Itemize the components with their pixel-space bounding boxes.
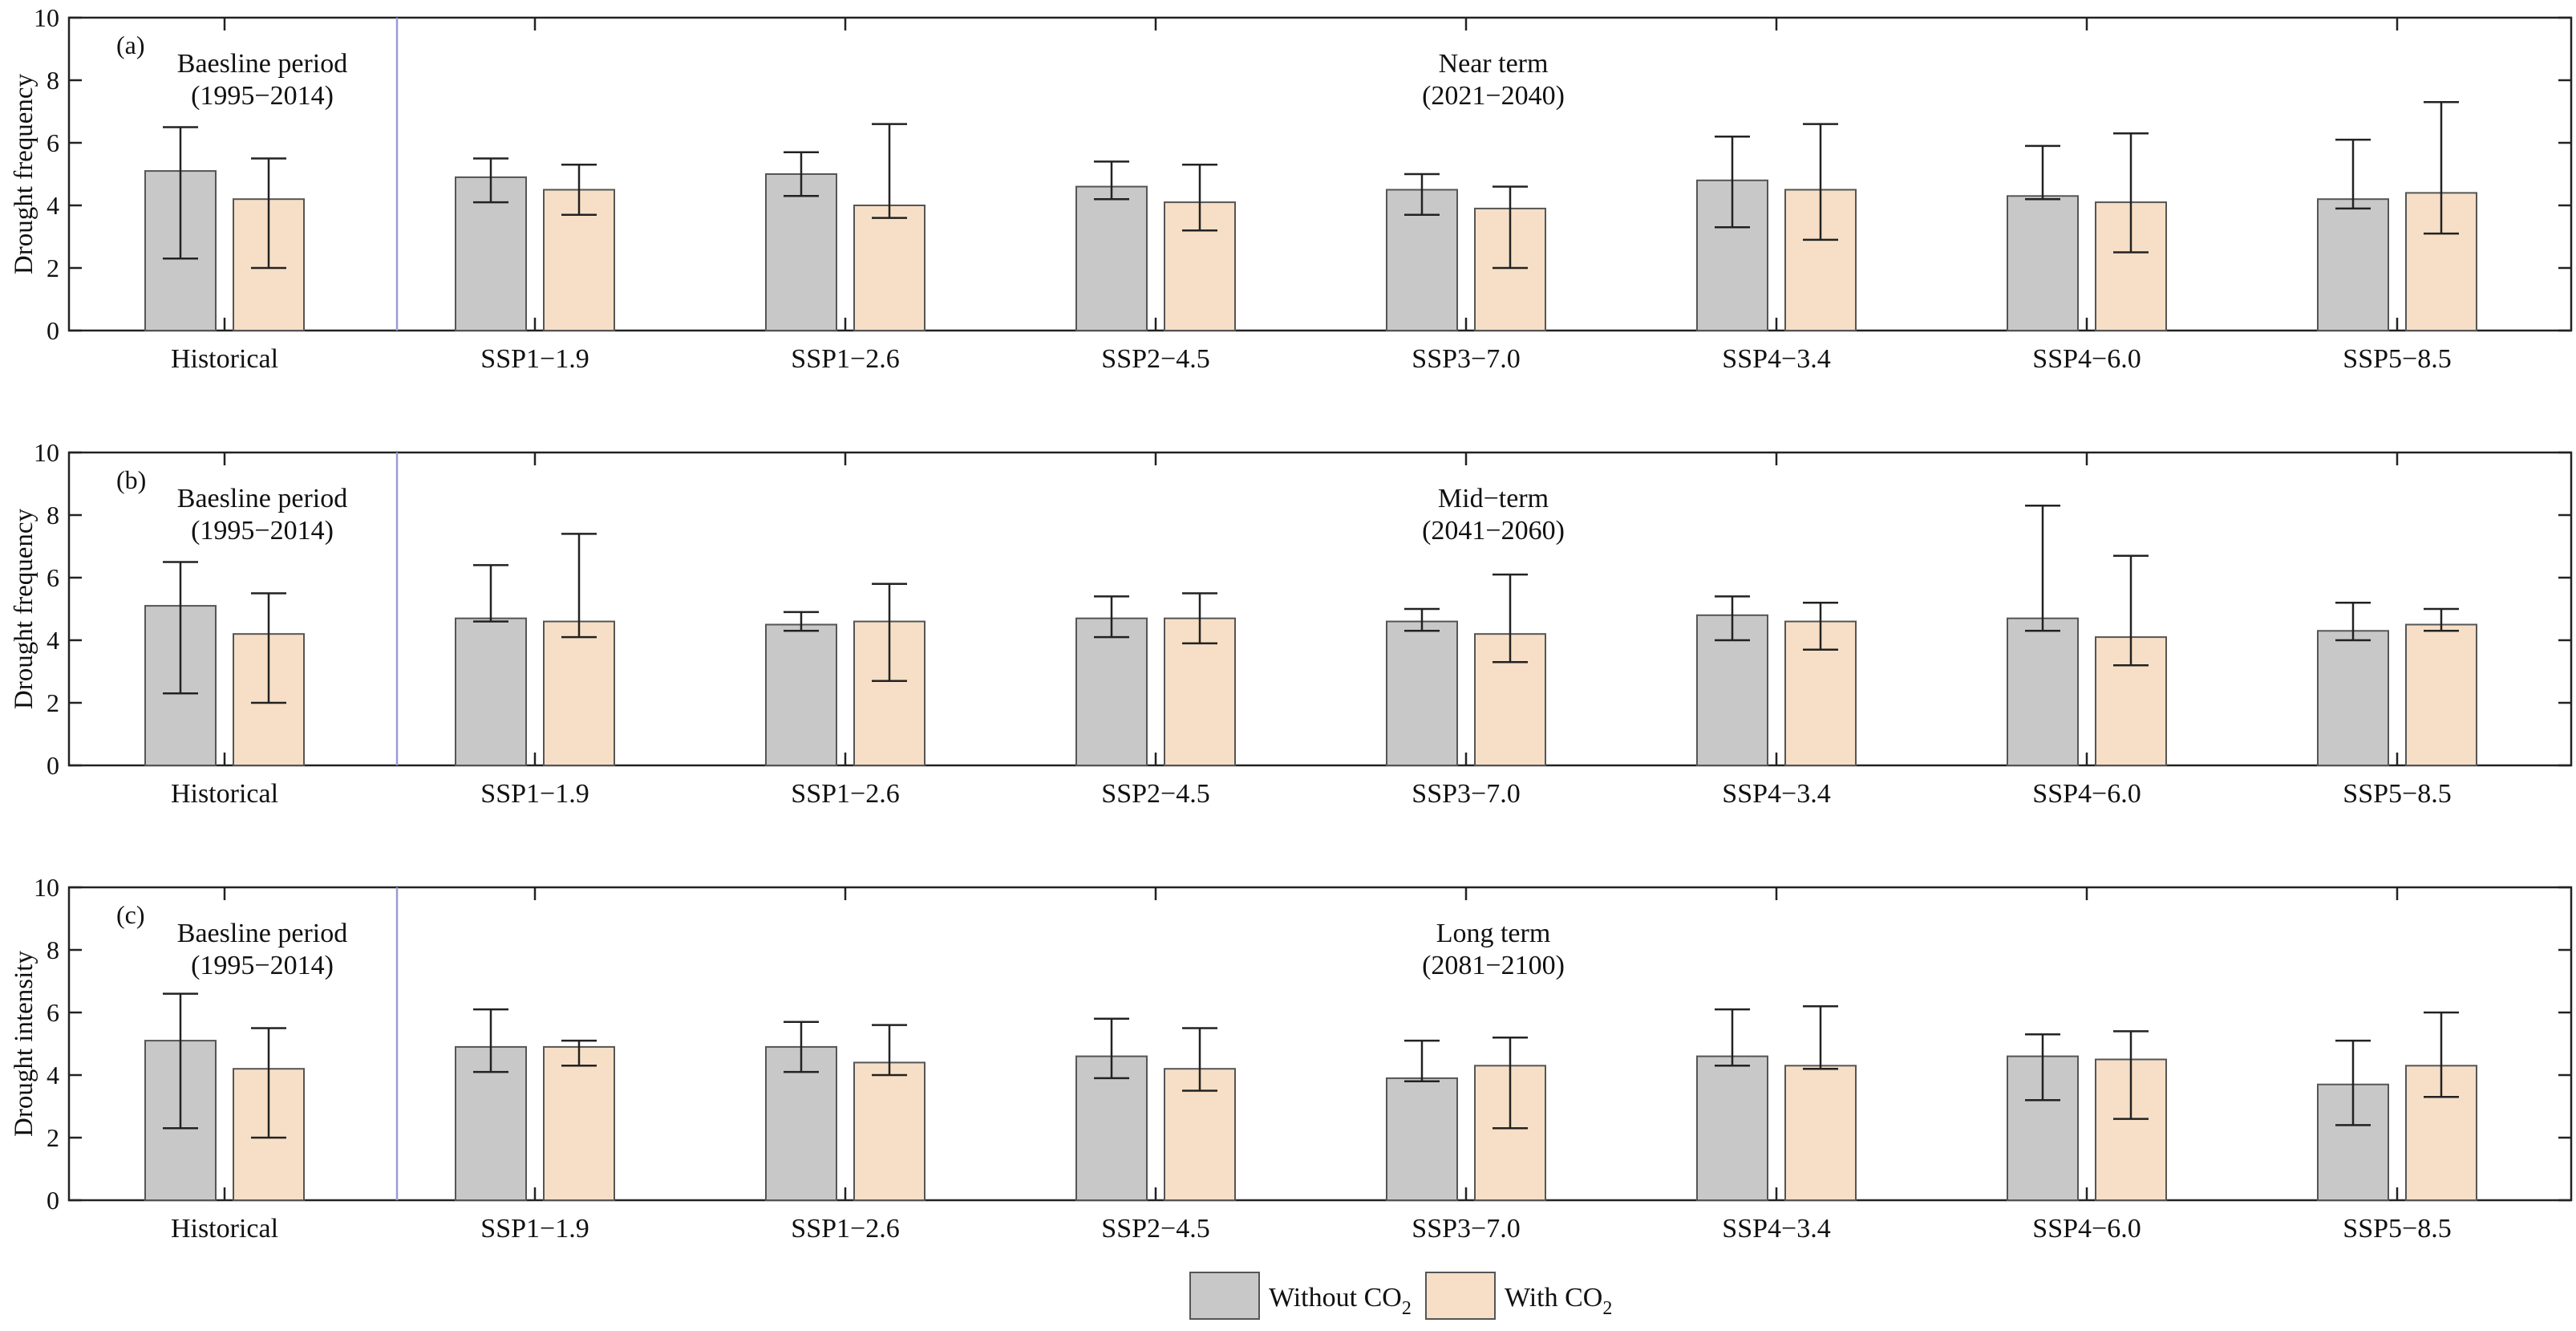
panel-label: (b): [116, 465, 146, 494]
bar-with-co2: [2405, 623, 2477, 766]
x-tick-label: SSP4−3.4: [1722, 779, 1830, 809]
baseline-annotation-years: (1995−2014): [191, 516, 334, 546]
legend-label-subscript: 2: [1402, 1298, 1412, 1319]
y-tick-label: 8: [47, 66, 59, 95]
period-annotation-title: Long term: [1436, 919, 1551, 948]
y-axis-label: Drought intensity: [10, 951, 38, 1137]
y-axis-label: Drought frequency: [10, 73, 38, 274]
plot-frame: [67, 886, 2573, 1202]
bar-without-co2: [2317, 198, 2389, 331]
baseline-annotation-years: (1995−2014): [191, 81, 334, 111]
x-tick-label: SSP1−1.9: [480, 779, 589, 809]
y-tick-label: 2: [47, 688, 59, 717]
bar-without-co2: [1696, 1055, 1768, 1201]
bar-without-co2: [1075, 185, 1148, 331]
y-tick-label: 6: [47, 563, 59, 592]
legend-label-text: With CO: [1505, 1283, 1602, 1313]
y-tick-label: 8: [47, 935, 59, 964]
y-tick-label: 2: [47, 1123, 59, 1152]
y-tick-label: 8: [47, 501, 59, 530]
bar-without-co2: [1075, 617, 1148, 767]
x-tick-label: SSP2−4.5: [1101, 779, 1209, 809]
y-tick-label: 4: [47, 191, 59, 220]
bar-with-co2: [1784, 1065, 1857, 1202]
y-tick-label: 0: [47, 1186, 59, 1215]
x-tick-label: SSP4−6.0: [2032, 344, 2141, 374]
bar-without-co2: [2007, 195, 2079, 331]
period-annotation-title: Near term: [1439, 49, 1549, 79]
bar-with-co2: [543, 620, 615, 766]
period-annotation-years: (2081−2100): [1422, 951, 1565, 980]
y-tick-label: 6: [47, 998, 59, 1027]
x-tick-label: SSP5−8.5: [2343, 344, 2451, 374]
period-annotation-years: (2041−2060): [1422, 516, 1565, 546]
x-tick-label: SSP3−7.0: [1412, 779, 1520, 809]
x-tick-label: SSP2−4.5: [1101, 344, 1209, 374]
y-tick-label: 10: [34, 873, 59, 902]
x-tick-label: Historical: [171, 1214, 278, 1244]
period-annotation-title: Mid−term: [1438, 484, 1549, 513]
y-tick-label: 4: [47, 626, 59, 655]
x-tick-label: Historical: [171, 779, 278, 809]
x-tick-label: SSP5−8.5: [2343, 779, 2451, 809]
legend-swatch-with-co2: [1425, 1272, 1496, 1320]
x-tick-label: SSP1−2.6: [791, 344, 899, 374]
bar-without-co2: [1386, 1077, 1458, 1202]
x-tick-label: SSP1−1.9: [480, 1214, 589, 1244]
x-tick-label: SSP1−2.6: [791, 779, 899, 809]
panel-1: 0 2 4 6 8 10 Drought frequency (a) Baesline peri…: [10, 3, 2573, 374]
bar-without-co2: [2317, 630, 2389, 766]
bar-with-co2: [543, 1045, 615, 1202]
y-tick-label: 6: [47, 128, 59, 157]
x-tick-label: SSP3−7.0: [1412, 344, 1520, 374]
x-tick-label: SSP4−6.0: [2032, 779, 2141, 809]
bar-without-co2: [2007, 617, 2079, 767]
bar-without-co2: [765, 623, 837, 766]
panel-2: 0 2 4 6 8 10 Drought frequency (b) Baesline peri…: [10, 438, 2573, 809]
legend-label-with-co2: With CO2: [1505, 1283, 1612, 1319]
baseline-annotation-title: Baesline period: [177, 484, 347, 513]
x-tick-label: SSP4−3.4: [1722, 344, 1830, 374]
x-tick-label: SSP2−4.5: [1101, 1214, 1209, 1244]
panel-label: (c): [116, 900, 145, 929]
x-tick-label: SSP3−7.0: [1412, 1214, 1520, 1244]
plot-frame: [67, 451, 2573, 767]
bar-without-co2: [1075, 1055, 1148, 1201]
y-axis-label: Drought frequency: [10, 508, 38, 709]
bar-without-co2: [765, 173, 837, 331]
x-tick-label: SSP1−1.9: [480, 344, 589, 374]
bar-with-co2: [853, 205, 925, 331]
legend: Without CO2 With CO2: [1189, 1272, 1612, 1320]
baseline-annotation-title: Baesline period: [177, 919, 347, 948]
x-tick-label: SSP4−6.0: [2032, 1214, 2141, 1244]
y-tick-label: 2: [47, 254, 59, 282]
plot-frame: [67, 16, 2573, 332]
panel-label: (a): [116, 30, 145, 59]
x-tick-label: Historical: [171, 344, 278, 374]
y-tick-label: 0: [47, 316, 59, 345]
y-tick-label: 0: [47, 751, 59, 780]
baseline-annotation-years: (1995−2014): [191, 951, 334, 980]
bar-with-co2: [853, 1061, 925, 1202]
panel-3: 0 2 4 6 8 10 Drought intensity (c) Baesline peri…: [10, 873, 2573, 1244]
y-tick-label: 10: [34, 438, 59, 467]
legend-label-without-co2: Without CO2: [1269, 1283, 1412, 1319]
legend-label-text: Without CO: [1269, 1283, 1402, 1313]
baseline-annotation-title: Baesline period: [177, 49, 347, 79]
y-tick-label: 10: [34, 3, 59, 32]
x-tick-label: SSP1−2.6: [791, 1214, 899, 1244]
period-annotation-years: (2021−2040): [1422, 81, 1565, 111]
legend-label-subscript: 2: [1602, 1298, 1612, 1319]
y-tick-label: 4: [47, 1061, 59, 1090]
legend-swatch-without-co2: [1189, 1272, 1260, 1320]
bar-without-co2: [455, 617, 527, 767]
x-tick-label: SSP5−8.5: [2343, 1214, 2451, 1244]
bar-without-co2: [1386, 620, 1458, 766]
x-tick-label: SSP4−3.4: [1722, 1214, 1830, 1244]
